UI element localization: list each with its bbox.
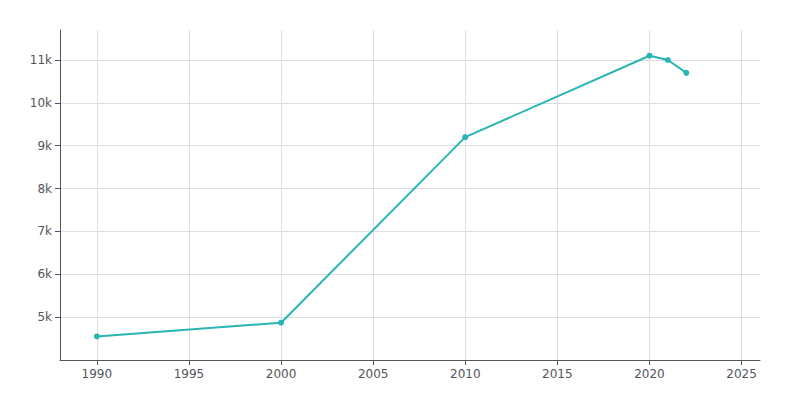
svg-text:11k: 11k [30,53,52,67]
svg-text:1995: 1995 [174,367,205,381]
svg-text:2000: 2000 [266,367,297,381]
svg-text:2010: 2010 [450,367,481,381]
svg-text:1990: 1990 [82,367,113,381]
svg-text:2020: 2020 [634,367,665,381]
svg-text:5k: 5k [37,310,52,324]
svg-text:2025: 2025 [726,367,757,381]
svg-text:10k: 10k [30,96,52,110]
svg-text:2005: 2005 [358,367,389,381]
svg-text:9k: 9k [37,139,52,153]
svg-text:2015: 2015 [542,367,573,381]
svg-text:7k: 7k [37,224,52,238]
svg-text:6k: 6k [37,267,52,281]
svg-text:8k: 8k [37,182,52,196]
